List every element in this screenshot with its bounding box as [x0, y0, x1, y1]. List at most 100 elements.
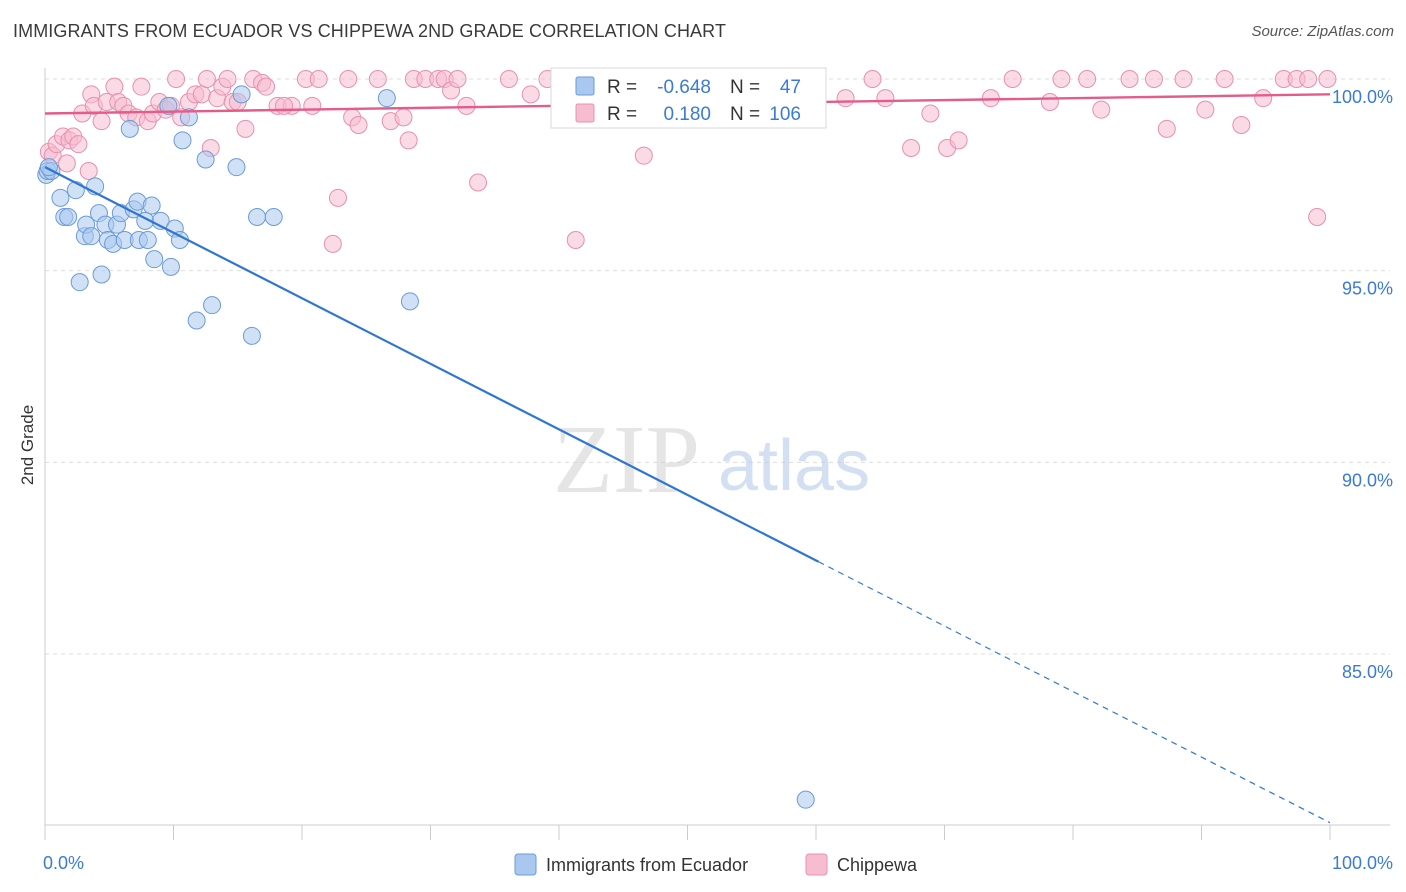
series-legend: Immigrants from Ecuador Chippewa	[514, 853, 918, 876]
chippewa-point	[275, 96, 294, 115]
ecuador-point	[161, 257, 180, 276]
chippewa-point	[521, 85, 540, 104]
chippewa-point	[399, 131, 418, 150]
chippewa-point	[863, 70, 882, 88]
chippewa-point	[105, 77, 124, 96]
ecuador-point	[264, 208, 283, 226]
chippewa-point	[328, 188, 347, 207]
chippewa-point	[634, 146, 653, 165]
chippewa-point	[1215, 70, 1234, 88]
source-label: Source: ZipAtlas.com	[1251, 23, 1394, 40]
chippewa-point	[1040, 93, 1059, 111]
chippewa-point	[457, 96, 476, 115]
chippewa-point	[218, 70, 237, 88]
ecuador-trend-extrapolation	[818, 561, 1331, 824]
chippewa-point	[368, 70, 387, 88]
ecuador-point	[173, 131, 192, 150]
ecuador-point	[92, 265, 111, 284]
chippewa-point	[876, 89, 895, 108]
chippewa-point	[339, 70, 358, 88]
series-legend-swatch-ecuador	[514, 853, 537, 876]
ecuador-point	[120, 119, 139, 138]
chippewa-point	[902, 139, 921, 157]
legend-r-value-chippewa: 0.180	[663, 104, 711, 125]
chippewa-point	[499, 70, 518, 88]
ecuador-point	[203, 296, 222, 315]
ecuador-point	[187, 311, 206, 330]
y-tick-labels: 100.0% 95.0% 90.0% 85.0%	[1332, 87, 1393, 682]
x-tick-label: 0.0%	[43, 853, 84, 873]
chippewa-point	[167, 70, 186, 88]
zipatlas-watermark: ZIP atlas	[553, 406, 870, 514]
legend-r-label: R =	[607, 77, 637, 98]
y-tick-label: 85.0%	[1342, 662, 1393, 682]
legend-n-label: N =	[730, 104, 760, 125]
correlation-legend: R = -0.648 N = 47 R = 0.180 N = 106	[550, 67, 827, 129]
chippewa-point	[836, 89, 855, 108]
ecuador-point	[66, 181, 85, 200]
ecuador-point	[796, 790, 815, 809]
chippewa-point	[323, 234, 342, 253]
chippewa-point	[192, 85, 211, 104]
series-legend-label-ecuador: Immigrants from Ecuador	[546, 855, 748, 875]
chippewa-point	[949, 131, 968, 150]
legend-n-label: N =	[730, 77, 760, 98]
chippewa-point	[1308, 208, 1327, 226]
chippewa-point	[1092, 100, 1111, 119]
legend-box	[550, 67, 827, 129]
chippewa-point	[448, 70, 467, 88]
ecuador-point	[51, 188, 70, 207]
chippewa-point	[921, 104, 940, 123]
chippewa-point	[303, 96, 322, 115]
legend-swatch-chippewa	[575, 103, 595, 123]
ecuador-point	[242, 326, 261, 345]
chippewa-point	[1232, 116, 1251, 134]
chippewa-point	[1299, 70, 1318, 88]
series-legend-label-chippewa: Chippewa	[837, 855, 918, 875]
ecuador-point	[179, 108, 198, 127]
ecuador-point	[400, 292, 419, 311]
chart-title: IMMIGRANTS FROM ECUADOR VS CHIPPEWA 2ND …	[13, 21, 727, 41]
chippewa-point	[469, 173, 488, 192]
chippewa-point	[1078, 70, 1097, 88]
chippewa-point	[349, 116, 368, 134]
chippewa-point	[1157, 119, 1176, 138]
ecuador-points	[37, 85, 815, 809]
legend-r-label: R =	[607, 104, 637, 125]
x-tick-label: 100.0%	[1332, 853, 1393, 873]
chippewa-point	[394, 108, 413, 127]
chippewa-point	[57, 154, 76, 173]
ecuador-point	[59, 208, 78, 226]
chippewa-point	[1196, 100, 1215, 119]
chippewa-point	[566, 231, 585, 249]
chippewa-point	[1174, 70, 1193, 88]
chippewa-point	[1120, 70, 1139, 88]
ecuador-point	[138, 231, 157, 249]
chippewa-point	[92, 112, 111, 131]
chippewa-point	[257, 77, 276, 96]
chippewa-point	[197, 70, 216, 88]
chippewa-point	[309, 70, 328, 88]
chippewa-point	[1003, 70, 1022, 88]
watermark-zip: ZIP	[553, 406, 700, 514]
ecuador-trend-line	[44, 166, 820, 563]
chippewa-point	[1318, 70, 1337, 88]
y-axis-title: 2nd Grade	[18, 405, 37, 485]
chippewa-point	[132, 77, 151, 96]
ecuador-point	[227, 158, 246, 177]
ecuador-point	[142, 196, 161, 215]
chippewa-point	[1052, 70, 1071, 88]
y-tick-label: 100.0%	[1332, 87, 1393, 107]
ecuador-point	[82, 227, 101, 246]
watermark-atlas: atlas	[718, 426, 870, 506]
ecuador-point	[248, 208, 267, 226]
chippewa-point	[69, 135, 88, 154]
ecuador-point	[377, 89, 396, 108]
gridlines	[45, 78, 1390, 655]
y-tick-label: 95.0%	[1342, 279, 1393, 299]
ecuador-point	[232, 85, 251, 104]
x-tick-labels: 0.0% 100.0%	[43, 853, 1393, 873]
chippewa-point	[236, 119, 255, 138]
chippewa-point	[1254, 89, 1273, 108]
